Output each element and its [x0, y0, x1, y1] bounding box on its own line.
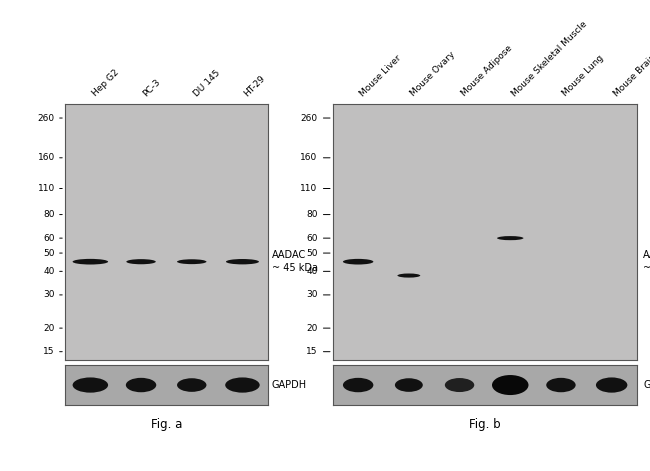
Text: 50: 50	[306, 249, 318, 258]
Ellipse shape	[343, 259, 373, 265]
Ellipse shape	[226, 259, 259, 264]
Text: GAPDH: GAPDH	[272, 380, 307, 390]
Ellipse shape	[397, 274, 421, 277]
Text: 40: 40	[306, 267, 318, 276]
Ellipse shape	[546, 378, 576, 392]
Text: 260: 260	[38, 114, 55, 122]
Text: AADAC
~ 45 kDa: AADAC ~ 45 kDa	[272, 250, 318, 273]
Text: 20: 20	[44, 324, 55, 333]
Text: 110: 110	[38, 184, 55, 193]
Text: 60: 60	[306, 234, 318, 243]
Text: 80: 80	[44, 210, 55, 219]
Ellipse shape	[343, 378, 373, 392]
Text: 160: 160	[38, 153, 55, 162]
Text: Hep G2: Hep G2	[90, 68, 120, 98]
Ellipse shape	[395, 378, 422, 392]
Text: 30: 30	[306, 291, 318, 300]
Text: DU 145: DU 145	[192, 68, 222, 98]
Text: Mouse Liver: Mouse Liver	[358, 54, 403, 98]
Text: Mouse Lung: Mouse Lung	[561, 54, 606, 98]
Text: HT-29: HT-29	[242, 74, 267, 98]
Text: Mouse Ovary: Mouse Ovary	[409, 50, 457, 98]
Ellipse shape	[177, 259, 207, 264]
Ellipse shape	[126, 378, 156, 392]
Ellipse shape	[73, 259, 108, 265]
Text: PC-3: PC-3	[141, 78, 162, 98]
Ellipse shape	[445, 378, 474, 392]
Text: Mouse Skeletal Muscle: Mouse Skeletal Muscle	[510, 20, 589, 98]
Text: 50: 50	[44, 249, 55, 258]
Text: 260: 260	[300, 114, 318, 122]
Text: AADAC
~ 45 kDa: AADAC ~ 45 kDa	[643, 250, 650, 273]
Ellipse shape	[225, 377, 260, 393]
Ellipse shape	[126, 259, 156, 264]
Text: 110: 110	[300, 184, 318, 193]
Text: 20: 20	[306, 324, 318, 333]
Text: 15: 15	[44, 347, 55, 356]
Ellipse shape	[497, 236, 523, 240]
Ellipse shape	[177, 378, 207, 392]
Text: 80: 80	[306, 210, 318, 219]
Text: 40: 40	[44, 267, 55, 276]
Text: 30: 30	[44, 291, 55, 300]
Text: Fig. a: Fig. a	[151, 418, 182, 431]
Text: 15: 15	[306, 347, 318, 356]
Text: Mouse Brain: Mouse Brain	[612, 53, 650, 98]
Text: 160: 160	[300, 153, 318, 162]
Text: Fig. b: Fig. b	[469, 418, 501, 431]
Ellipse shape	[596, 377, 627, 393]
Text: GAPDH: GAPDH	[643, 380, 650, 390]
Ellipse shape	[492, 375, 528, 395]
Ellipse shape	[73, 377, 108, 393]
Text: 60: 60	[44, 234, 55, 243]
Text: Mouse Adipose: Mouse Adipose	[460, 44, 514, 98]
